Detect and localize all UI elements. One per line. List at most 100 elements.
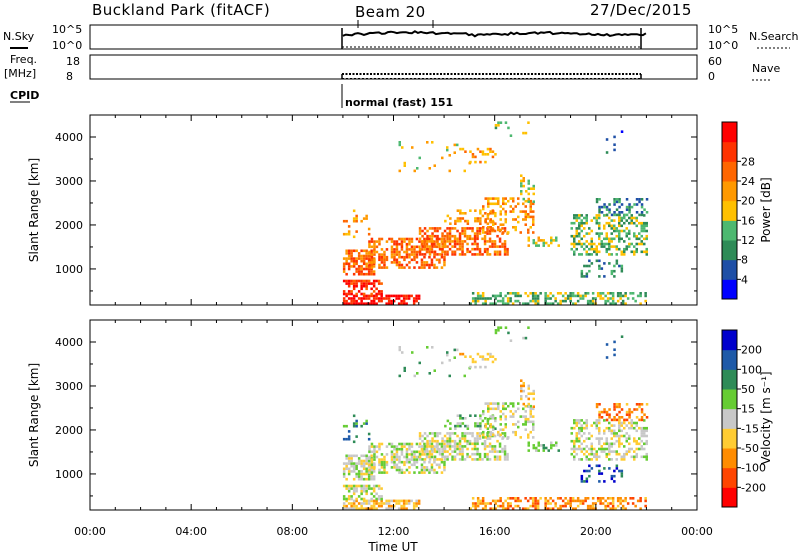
velocity-cell — [506, 497, 510, 500]
velocity-cell — [385, 502, 388, 505]
velocity-cell — [633, 421, 636, 425]
velocity-cell — [405, 450, 409, 454]
power-cell — [551, 294, 555, 298]
power-cell — [397, 302, 401, 305]
power-cell — [494, 202, 497, 206]
velocity-cell — [360, 502, 363, 505]
velocity-cell — [570, 432, 573, 435]
velocity-cell — [489, 507, 492, 510]
velocity-cell — [494, 358, 497, 361]
power-cell — [598, 216, 601, 220]
velocity-cell — [347, 457, 351, 460]
power-cell — [403, 240, 406, 243]
power-cell — [517, 215, 520, 219]
velocity-cell — [413, 463, 416, 467]
velocity-cell — [603, 408, 606, 411]
velocity-cell — [486, 445, 489, 448]
velocity-cell — [448, 447, 452, 451]
y-tick-label: 4000 — [55, 336, 83, 349]
power-cell — [621, 299, 625, 303]
velocity-cell — [474, 504, 477, 508]
power-cell — [398, 169, 401, 173]
velocity-cell — [362, 422, 366, 425]
velocity-cell — [400, 504, 403, 508]
power-cell — [435, 266, 439, 269]
velocity-cell — [405, 468, 409, 472]
velocity-cell — [365, 492, 368, 496]
velocity-cell — [561, 504, 565, 508]
power-cell — [585, 264, 589, 268]
velocity-cell — [486, 502, 490, 505]
power-cell — [383, 263, 386, 267]
velocity-cell — [527, 397, 530, 401]
velocity-cell — [350, 470, 353, 473]
power-cell — [623, 216, 626, 220]
power-cell — [370, 292, 373, 296]
velocity-cell — [483, 447, 487, 451]
velocity-cell — [583, 480, 586, 483]
power-cell — [613, 264, 616, 268]
velocity-cell — [476, 497, 480, 500]
velocity-cell — [598, 442, 601, 446]
velocity-cell — [529, 407, 532, 411]
velocity-cell — [390, 504, 393, 508]
power-cell — [496, 245, 499, 248]
velocity-cell — [430, 455, 434, 459]
velocity-cell — [578, 432, 581, 435]
power-cell — [611, 297, 615, 300]
power-cell — [598, 264, 601, 268]
power-cell — [458, 237, 462, 241]
power-cell — [360, 267, 363, 271]
power-cell — [491, 242, 494, 246]
power-cell — [410, 245, 414, 249]
velocity-cell — [609, 502, 612, 505]
velocity-cell — [448, 452, 452, 456]
colorbar-swatch — [722, 122, 737, 143]
power-cell — [616, 294, 620, 298]
velocity-cell — [370, 472, 373, 476]
velocity-cell — [557, 449, 560, 452]
power-cell — [448, 242, 452, 246]
velocity-cell — [415, 504, 418, 508]
power-cell — [380, 237, 384, 241]
velocity-cell — [590, 442, 593, 446]
power-cell — [625, 234, 628, 238]
power-cell — [420, 248, 424, 251]
velocity-cell — [345, 437, 348, 441]
power-cell — [524, 292, 527, 295]
velocity-cell — [618, 424, 621, 427]
velocity-cell — [456, 424, 460, 428]
power-cell — [554, 297, 557, 300]
velocity-cell — [347, 472, 351, 476]
velocity-cell — [355, 475, 358, 478]
power-cell — [615, 213, 619, 217]
velocity-cell — [390, 466, 394, 469]
power-cell — [377, 299, 381, 303]
power-cell — [476, 297, 480, 300]
velocity-cell — [645, 439, 648, 443]
velocity-cell — [433, 445, 436, 448]
power-cell — [598, 275, 601, 278]
power-cell — [499, 223, 502, 226]
power-cell — [621, 302, 625, 305]
velocity-cell — [347, 507, 351, 510]
power-cell — [573, 250, 576, 254]
power-cell — [506, 250, 509, 254]
power-cell — [626, 297, 630, 300]
velocity-cell — [487, 404, 490, 408]
power-cell — [535, 241, 538, 245]
power-cell — [481, 150, 485, 153]
power-cell — [583, 216, 586, 220]
velocity-cell — [418, 434, 422, 438]
velocity-cell — [532, 420, 535, 424]
power-cell — [588, 259, 591, 263]
velocity-cell — [635, 447, 638, 451]
power-cell — [623, 240, 626, 243]
power-cell — [421, 253, 424, 256]
power-cell — [537, 239, 540, 242]
velocity-cell — [618, 437, 621, 440]
power-cell — [372, 279, 376, 283]
velocity-cell — [481, 502, 485, 505]
power-cell — [608, 242, 611, 246]
